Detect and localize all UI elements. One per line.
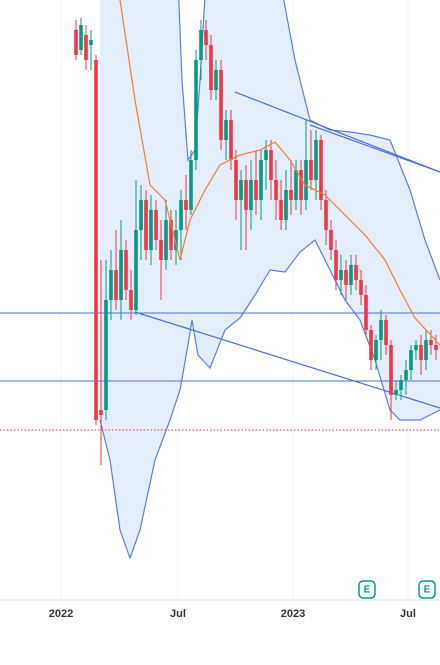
- candle-body: [134, 230, 138, 310]
- candle-body: [89, 40, 93, 45]
- candle-body: [404, 370, 408, 380]
- candle-body: [164, 220, 168, 260]
- candle-body: [354, 265, 358, 280]
- candle-body: [399, 380, 403, 390]
- candle-body: [254, 180, 258, 200]
- candle-body: [179, 200, 183, 230]
- candle-body: [199, 30, 203, 60]
- moving-average: [119, 0, 440, 346]
- candle-body: [104, 300, 108, 410]
- candle-body: [299, 170, 303, 200]
- candle-body: [219, 70, 223, 140]
- candle-body: [394, 390, 398, 395]
- candle-body: [284, 190, 288, 220]
- candle-body: [239, 180, 243, 200]
- candle-body: [329, 230, 333, 250]
- candle-body: [184, 200, 188, 210]
- candle-body: [389, 345, 393, 395]
- candle-body: [279, 200, 283, 220]
- x-tick-label: 2022: [49, 608, 73, 620]
- candle-body: [434, 345, 438, 350]
- candle-body: [324, 200, 328, 230]
- candle-body: [244, 180, 248, 210]
- candle-body: [319, 140, 323, 200]
- candle-body: [309, 160, 313, 180]
- candle-body: [149, 210, 153, 250]
- trendline: [309, 124, 440, 173]
- candle-body: [109, 270, 113, 300]
- plot-area: [0, 0, 440, 600]
- candle-body: [119, 250, 123, 300]
- earnings-icon: [358, 580, 376, 599]
- candle-body: [154, 210, 158, 240]
- earnings-label: E: [364, 585, 371, 596]
- candle-body: [304, 160, 308, 200]
- candle-body: [259, 160, 263, 200]
- candle-body: [269, 150, 273, 180]
- candle-body: [204, 30, 208, 45]
- candle-body: [409, 350, 413, 370]
- candle-body: [289, 190, 293, 200]
- trendline: [134, 311, 440, 409]
- x-tick-label: Jul: [400, 608, 416, 620]
- candle-body: [99, 410, 103, 415]
- candle-body: [79, 25, 83, 50]
- earnings-icon: [418, 580, 436, 599]
- candle-body: [129, 290, 133, 310]
- earnings-label: E: [424, 585, 431, 596]
- candle-body: [114, 270, 118, 300]
- candle-body: [214, 70, 218, 90]
- candle-body: [94, 60, 98, 420]
- candle-body: [169, 220, 173, 250]
- candle-body: [414, 345, 418, 350]
- band-fill: [100, 0, 440, 558]
- candle-body: [234, 160, 238, 200]
- candle-body: [194, 60, 198, 160]
- candle-body: [384, 320, 388, 345]
- candle-body: [174, 230, 178, 250]
- candle-body: [334, 250, 338, 280]
- candle-body: [229, 120, 233, 160]
- candle-body: [189, 160, 193, 210]
- candle-body: [429, 340, 433, 345]
- candle-body: [294, 170, 298, 200]
- candle-body: [349, 265, 353, 285]
- trendline: [234, 91, 440, 173]
- candle-body: [424, 340, 428, 360]
- candle-body: [144, 200, 148, 250]
- candle-body: [364, 295, 368, 330]
- candle-body: [84, 35, 88, 60]
- candle-body: [369, 330, 373, 360]
- candle-body: [274, 180, 278, 200]
- candle-body: [344, 270, 348, 285]
- x-tick-label: Jul: [170, 608, 186, 620]
- candle-body: [74, 30, 78, 55]
- candle-body: [339, 270, 343, 280]
- candle-body: [139, 200, 143, 230]
- candle-body: [224, 120, 228, 140]
- candle-body: [124, 250, 128, 290]
- candle-body: [359, 280, 363, 295]
- candle-body: [264, 150, 268, 160]
- candle-body: [209, 45, 213, 90]
- candle-body: [379, 320, 383, 340]
- candle-body: [374, 340, 378, 360]
- candle-body: [419, 345, 423, 360]
- candle-body: [249, 180, 253, 210]
- candle-body: [314, 140, 318, 180]
- x-tick-label: 2023: [281, 608, 305, 620]
- candle-body: [159, 240, 163, 260]
